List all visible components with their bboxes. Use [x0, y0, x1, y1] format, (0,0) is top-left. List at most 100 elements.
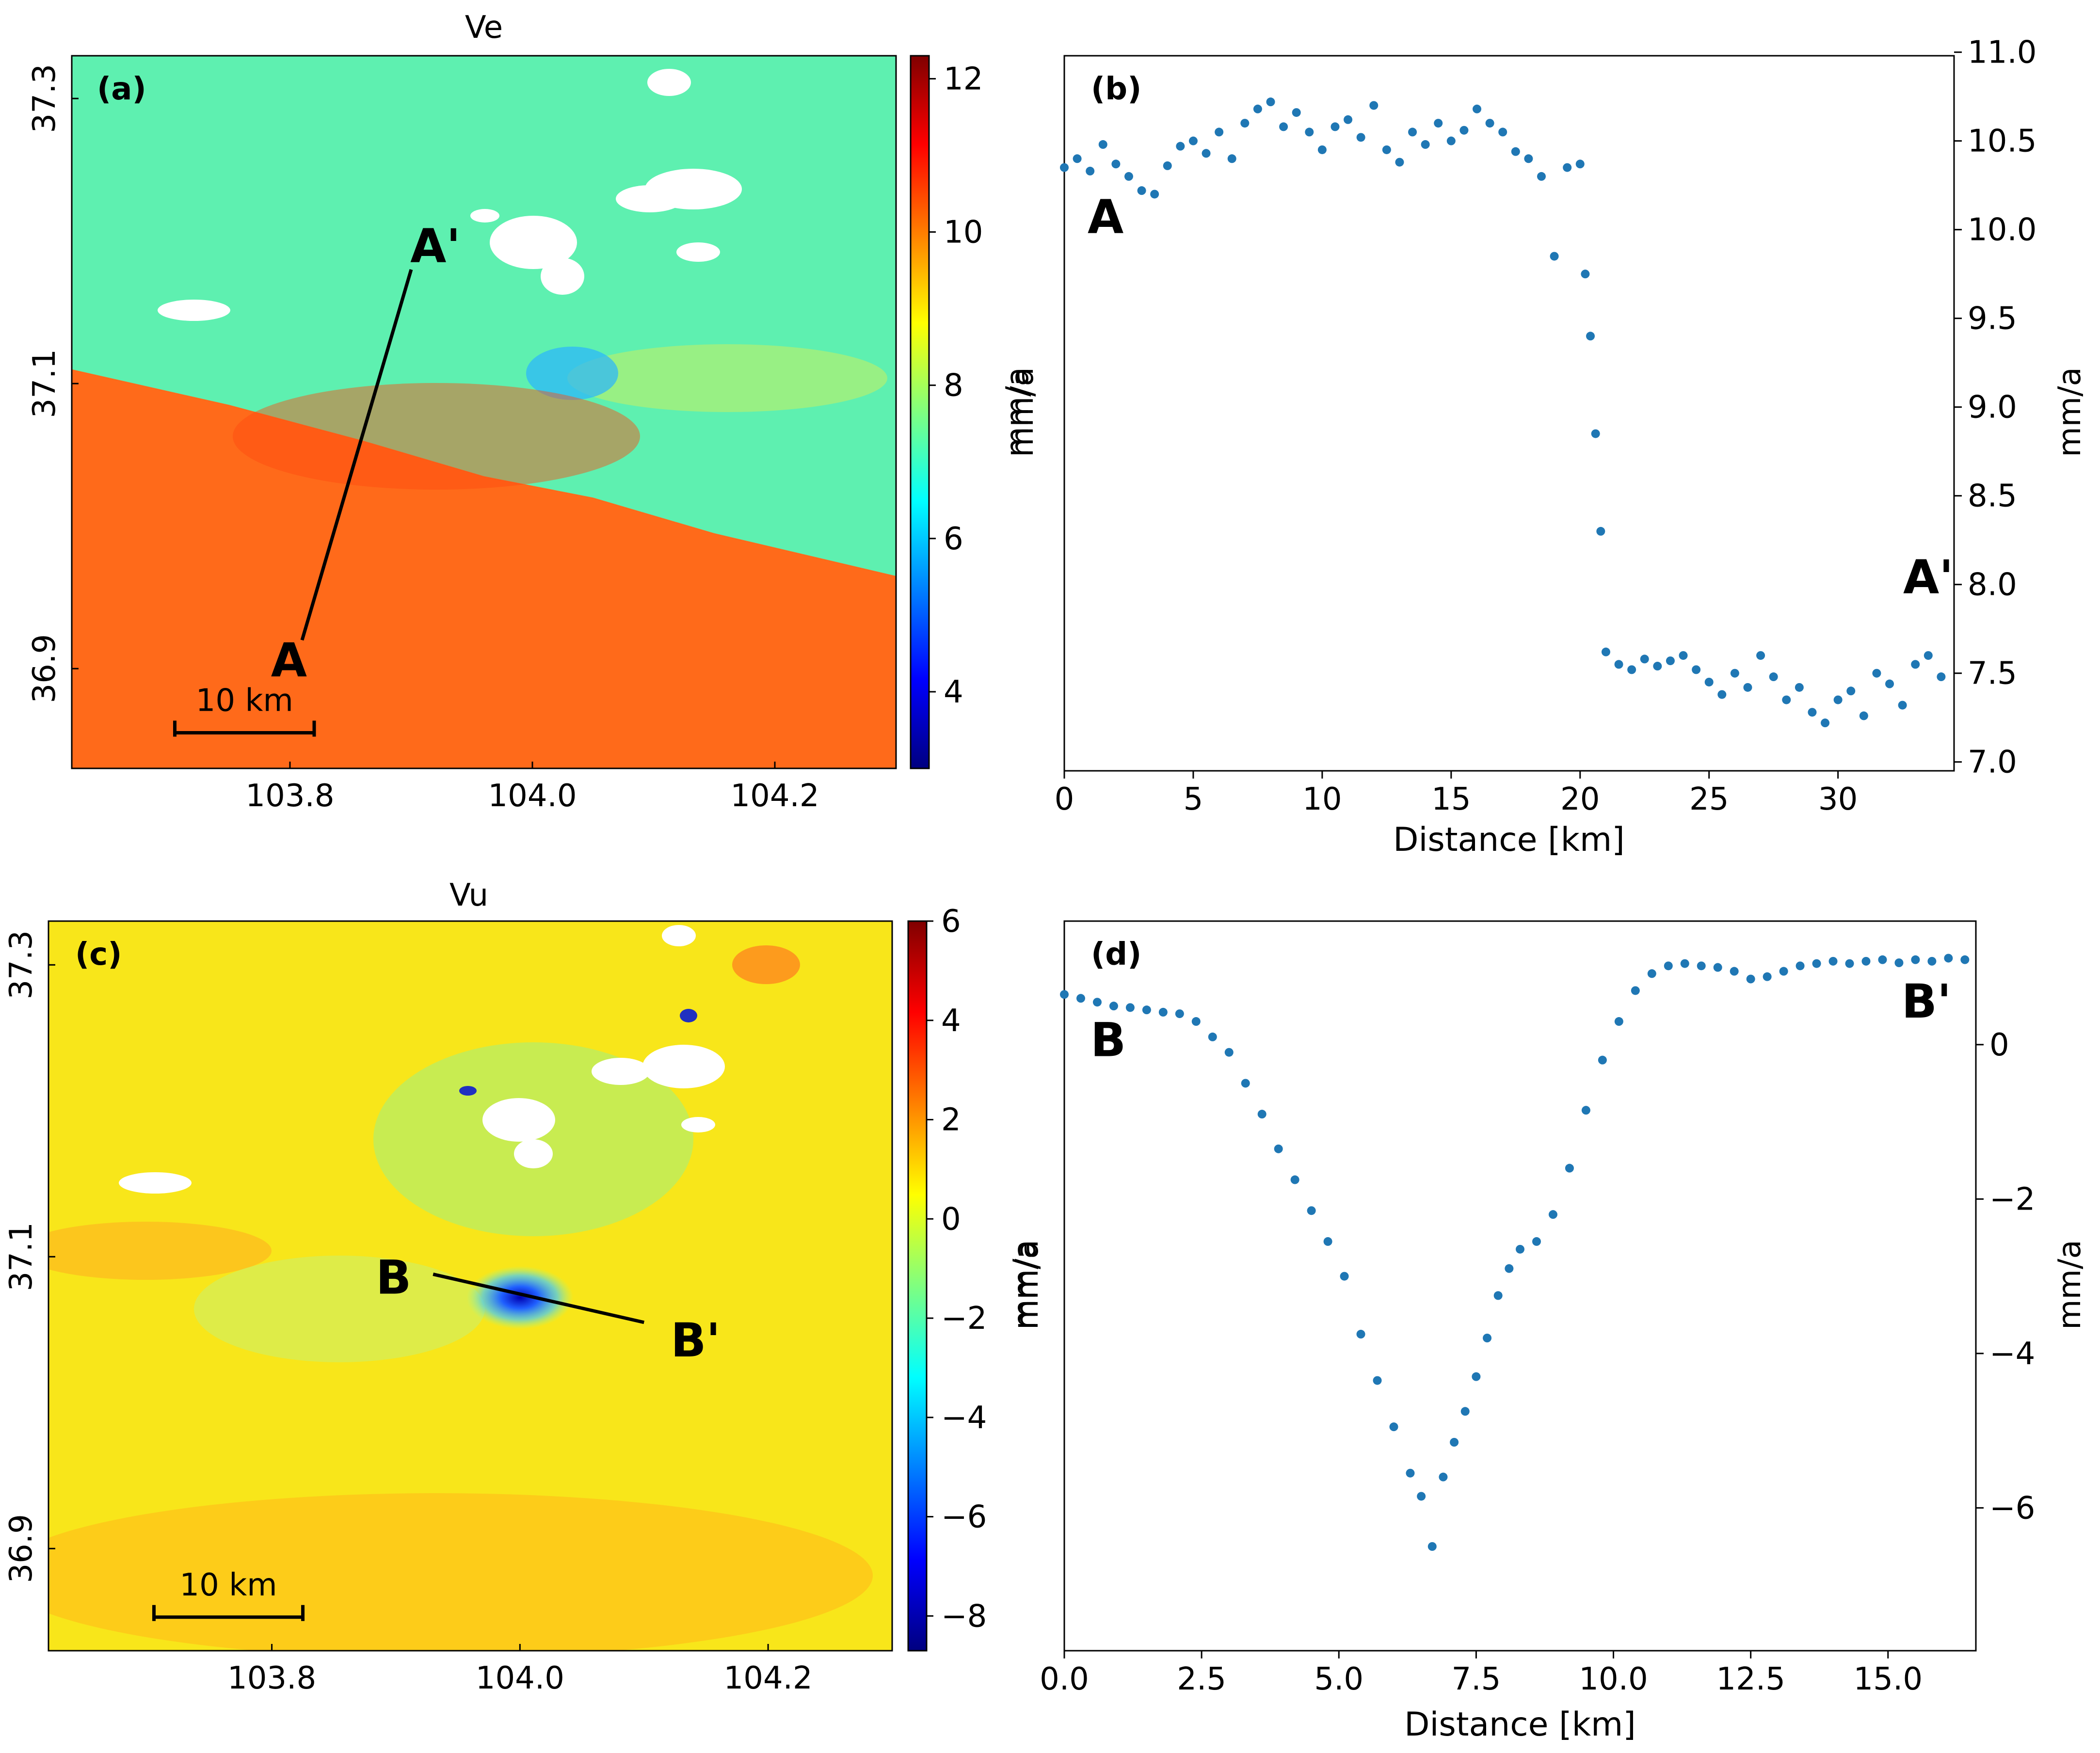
- data-point: [1550, 252, 1559, 261]
- data-point: [1227, 154, 1236, 163]
- data-point: [1927, 956, 1937, 966]
- colorbar-tick-label: 6: [941, 904, 961, 940]
- data-point: [1460, 1407, 1470, 1416]
- data-point: [1253, 104, 1262, 113]
- colorbar-tick-label: −2: [941, 1301, 987, 1337]
- data-point: [1498, 127, 1507, 137]
- panel-a-y-axis: 36.9 37.1 37.3: [27, 64, 79, 703]
- data-point: [1563, 163, 1572, 172]
- data-point: [1878, 955, 1887, 964]
- y-tick-label: 7.0: [1968, 745, 2017, 781]
- data-point: [1598, 1055, 1607, 1065]
- colorbar-tick-label: 4: [944, 674, 963, 710]
- data-point: [1240, 119, 1250, 128]
- data-point: [1575, 159, 1585, 169]
- panel-c-blue-spot-2: [459, 1086, 477, 1096]
- data-point: [1664, 961, 1673, 971]
- data-point: [1679, 651, 1688, 660]
- data-point: [1224, 1048, 1234, 1057]
- data-point: [1439, 1472, 1448, 1482]
- panel-c-x-axis: 103.8 104.0 104.2: [227, 1644, 813, 1696]
- panel-c-map-frame: [48, 920, 893, 1652]
- panel-c-title: Vu: [449, 877, 488, 913]
- colorbar-tick-label: 4: [941, 1003, 961, 1039]
- panel-a-colorbar-label: mm/a: [1000, 367, 1036, 457]
- x-tick-label: 103.8: [227, 1660, 316, 1696]
- panel-d-x-axis: 0.0 2.5 5.0 7.5 10.0 12.5 15.0: [1040, 1651, 1923, 1697]
- data-point: [1937, 672, 1946, 682]
- panel-d-scatter-points: [1060, 954, 1970, 1551]
- panel-a-ve-map: Ve (a) A A' 10 km 103.8 104.0 104.2: [27, 10, 1036, 814]
- data-point: [1730, 967, 1739, 976]
- x-tick-label: 103.8: [245, 778, 334, 814]
- data-point: [1150, 190, 1159, 199]
- panel-a-map-frame: [71, 55, 897, 769]
- data-point: [1894, 958, 1904, 967]
- data-point: [1885, 679, 1894, 688]
- data-point: [1763, 972, 1772, 981]
- data-point: [1756, 651, 1765, 660]
- data-point: [1845, 959, 1854, 968]
- data-point: [1369, 101, 1379, 110]
- x-tick-label: 12.5: [1716, 1661, 1785, 1697]
- data-point: [1098, 140, 1107, 149]
- data-point: [1421, 140, 1430, 149]
- data-point: [1713, 963, 1722, 972]
- data-point: [1911, 660, 1920, 669]
- data-point: [1188, 136, 1198, 145]
- x-tick-label: 7.5: [1452, 1661, 1501, 1697]
- panel-c-colorbar-ticks: −8 −6 −4 −2 0 2 4 6: [927, 904, 987, 1634]
- panel-b-annotations: A A': [1088, 190, 1954, 605]
- data-point: [1565, 1163, 1574, 1173]
- panel-a-colorbar-ticks: 4 6 8 10 12: [929, 61, 983, 710]
- data-point: [1697, 961, 1706, 971]
- data-point: [1511, 147, 1520, 156]
- data-point: [1591, 429, 1600, 438]
- panel-b-scatter-points: [1060, 97, 1946, 728]
- panel-c-y-axis: 36.9 37.1 37.3: [3, 930, 55, 1583]
- data-point: [1548, 1210, 1557, 1219]
- panel-d-y-label-right: mm/a: [2052, 1240, 2088, 1329]
- data-point: [1292, 108, 1301, 117]
- data-point: [1076, 994, 1085, 1003]
- data-point: [1427, 1542, 1437, 1551]
- panel-d-y-axis: −6 −4 −2 0: [1976, 1027, 2035, 1526]
- panel-a-cyan-patch: [526, 347, 618, 400]
- x-tick-label: 10.0: [1579, 1661, 1648, 1697]
- x-tick-label: 15: [1431, 781, 1471, 817]
- panel-c-profile-start-label: B: [376, 1250, 411, 1305]
- data-point: [1175, 1009, 1184, 1019]
- x-tick-label: 2.5: [1177, 1661, 1226, 1697]
- x-tick-label: 5.0: [1314, 1661, 1363, 1697]
- panel-c-subsidence-bowl: [466, 1266, 574, 1329]
- y-tick-label: 10.0: [1968, 212, 2037, 248]
- panel-c-scale-bar-label: 10 km: [179, 1567, 277, 1603]
- panel-c-profile-line: [433, 1273, 645, 1324]
- panel-c-profile-end-label: B': [671, 1313, 721, 1368]
- data-point: [1960, 955, 1970, 964]
- x-tick-label: 25: [1689, 781, 1729, 817]
- panel-b-y-label-right: mm/a: [2052, 367, 2088, 457]
- data-point: [1109, 1002, 1118, 1011]
- data-point: [1537, 172, 1546, 181]
- data-point: [1532, 1237, 1541, 1246]
- data-point: [1911, 955, 1920, 964]
- y-tick-label: 8.0: [1968, 567, 2017, 603]
- data-point: [1795, 683, 1804, 692]
- data-point: [1516, 1244, 1524, 1254]
- data-point: [1434, 119, 1443, 128]
- data-point: [1872, 669, 1881, 678]
- panel-d-y-label-left: mm/a: [1007, 1240, 1043, 1329]
- data-point: [1092, 998, 1102, 1007]
- data-point: [1666, 656, 1675, 666]
- panel-b-ve-profile: (b) 0 5 10 15 20 25 30 7.0 7.5 8.0 8.5 9.0 9.5 10.0 1…: [1005, 35, 2088, 859]
- data-point: [1472, 1372, 1481, 1381]
- data-point: [1596, 526, 1605, 536]
- colorbar-tick-label: −8: [941, 1598, 987, 1634]
- data-point: [1124, 172, 1133, 181]
- data-point: [1692, 665, 1701, 674]
- y-tick-label: 0: [1989, 1027, 2009, 1063]
- x-tick-label: 15.0: [1854, 1661, 1923, 1697]
- panel-a-nodata-patches: [158, 69, 742, 321]
